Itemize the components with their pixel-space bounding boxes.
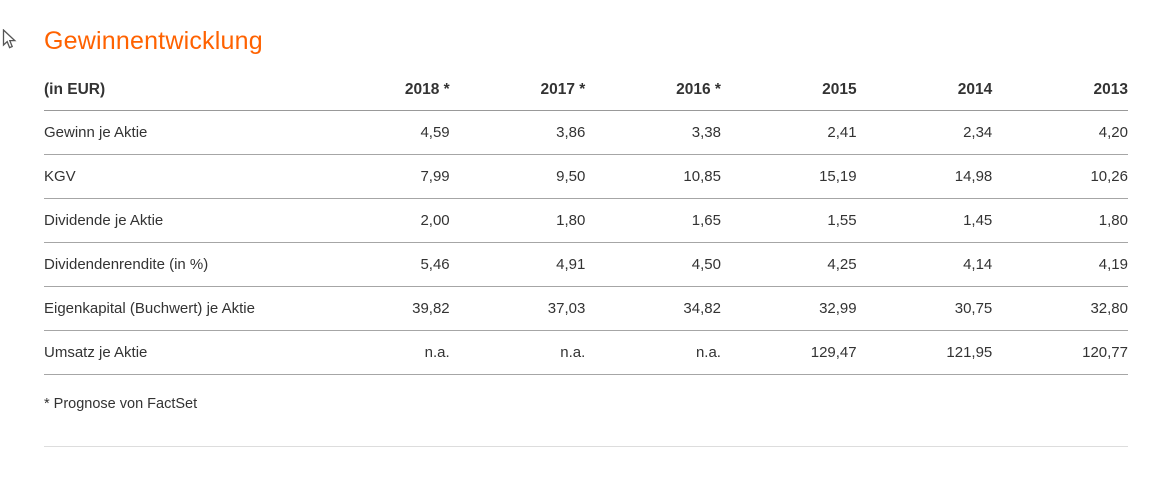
cell-value: 9,50 — [449, 154, 586, 199]
cell-value: 15,19 — [720, 154, 857, 199]
cell-value: 14,98 — [856, 154, 993, 199]
table-row: Eigenkapital (Buchwert) je Aktie 39,82 37,… — [44, 286, 1128, 331]
table-row: Umsatz je Aktie n.a. n.a. n.a. 129,47 121,95 1… — [44, 330, 1128, 375]
cell-value: 32,99 — [720, 286, 857, 331]
page-content: Gewinnentwicklung (in EUR) 2018 * 2017 * 2… — [0, 27, 1163, 447]
row-label: Eigenkapital (Buchwert) je Aktie — [44, 286, 314, 331]
cell-value: 1,80 — [992, 198, 1128, 243]
row-label: Dividendenrendite (in %) — [44, 242, 314, 287]
col-header-year: 2018 * — [314, 81, 450, 111]
table-row: Dividendenrendite (in %) 5,46 4,91 4,50 4,25… — [44, 242, 1128, 287]
cell-value: n.a. — [314, 330, 450, 375]
page-title: Gewinnentwicklung — [44, 27, 263, 55]
cell-value: 3,38 — [585, 110, 721, 155]
col-header-year: 2016 * — [585, 81, 721, 111]
cell-value: 4,14 — [856, 242, 993, 287]
table-header-row: (in EUR) 2018 * 2017 * 2016 * 2015 2014 2013 — [44, 81, 1128, 111]
cell-value: 7,99 — [314, 154, 450, 199]
cell-value: 1,65 — [585, 198, 721, 243]
cell-value: 10,26 — [992, 154, 1128, 199]
cell-value: 32,80 — [992, 286, 1128, 331]
cell-value: 4,50 — [585, 242, 721, 287]
profit-development-table: (in EUR) 2018 * 2017 * 2016 * 2015 2014 2013 … — [44, 81, 1128, 375]
cell-value: 37,03 — [449, 286, 586, 331]
cell-value: n.a. — [585, 330, 721, 375]
cell-value: 10,85 — [585, 154, 721, 199]
cell-value: 4,25 — [720, 242, 857, 287]
table-body: Gewinn je Aktie 4,59 3,86 3,38 2,41 2,34 4,20 K… — [44, 110, 1128, 375]
cell-value: 1,80 — [449, 198, 586, 243]
cell-value: 5,46 — [314, 242, 450, 287]
row-label: Dividende je Aktie — [44, 198, 314, 243]
footnote: * Prognose von FactSet — [44, 396, 198, 412]
cell-value: 4,59 — [314, 110, 450, 155]
cell-value: n.a. — [449, 330, 586, 375]
col-header-year: 2015 — [720, 81, 857, 111]
bottom-divider — [44, 446, 1128, 447]
cell-value: 2,00 — [314, 198, 450, 243]
cell-value: 39,82 — [314, 286, 450, 331]
cell-value: 1,45 — [856, 198, 993, 243]
cell-value: 4,19 — [992, 242, 1128, 287]
table-row: Gewinn je Aktie 4,59 3,86 3,38 2,41 2,34 4,20 — [44, 110, 1128, 155]
col-header-year: 2014 — [856, 81, 993, 111]
cell-value: 30,75 — [856, 286, 993, 331]
table-row: KGV 7,99 9,50 10,85 15,19 14,98 10,26 — [44, 154, 1128, 199]
cell-value: 1,55 — [720, 198, 857, 243]
table-row: Dividende je Aktie 2,00 1,80 1,65 1,55 1,45 1,… — [44, 198, 1128, 243]
row-label: KGV — [44, 154, 314, 199]
row-label: Umsatz je Aktie — [44, 330, 314, 375]
col-header-year: 2017 * — [449, 81, 586, 111]
cell-value: 121,95 — [856, 330, 993, 375]
unit-label-header: (in EUR) — [44, 81, 314, 111]
cell-value: 2,34 — [856, 110, 993, 155]
cell-value: 120,77 — [992, 330, 1128, 375]
col-header-year: 2013 — [992, 81, 1128, 111]
cell-value: 3,86 — [449, 110, 586, 155]
mouse-cursor-icon — [2, 28, 18, 51]
cell-value: 2,41 — [720, 110, 857, 155]
cell-value: 34,82 — [585, 286, 721, 331]
cell-value: 4,91 — [449, 242, 586, 287]
cell-value: 129,47 — [720, 330, 857, 375]
cell-value: 4,20 — [992, 110, 1128, 155]
row-label: Gewinn je Aktie — [44, 110, 314, 155]
